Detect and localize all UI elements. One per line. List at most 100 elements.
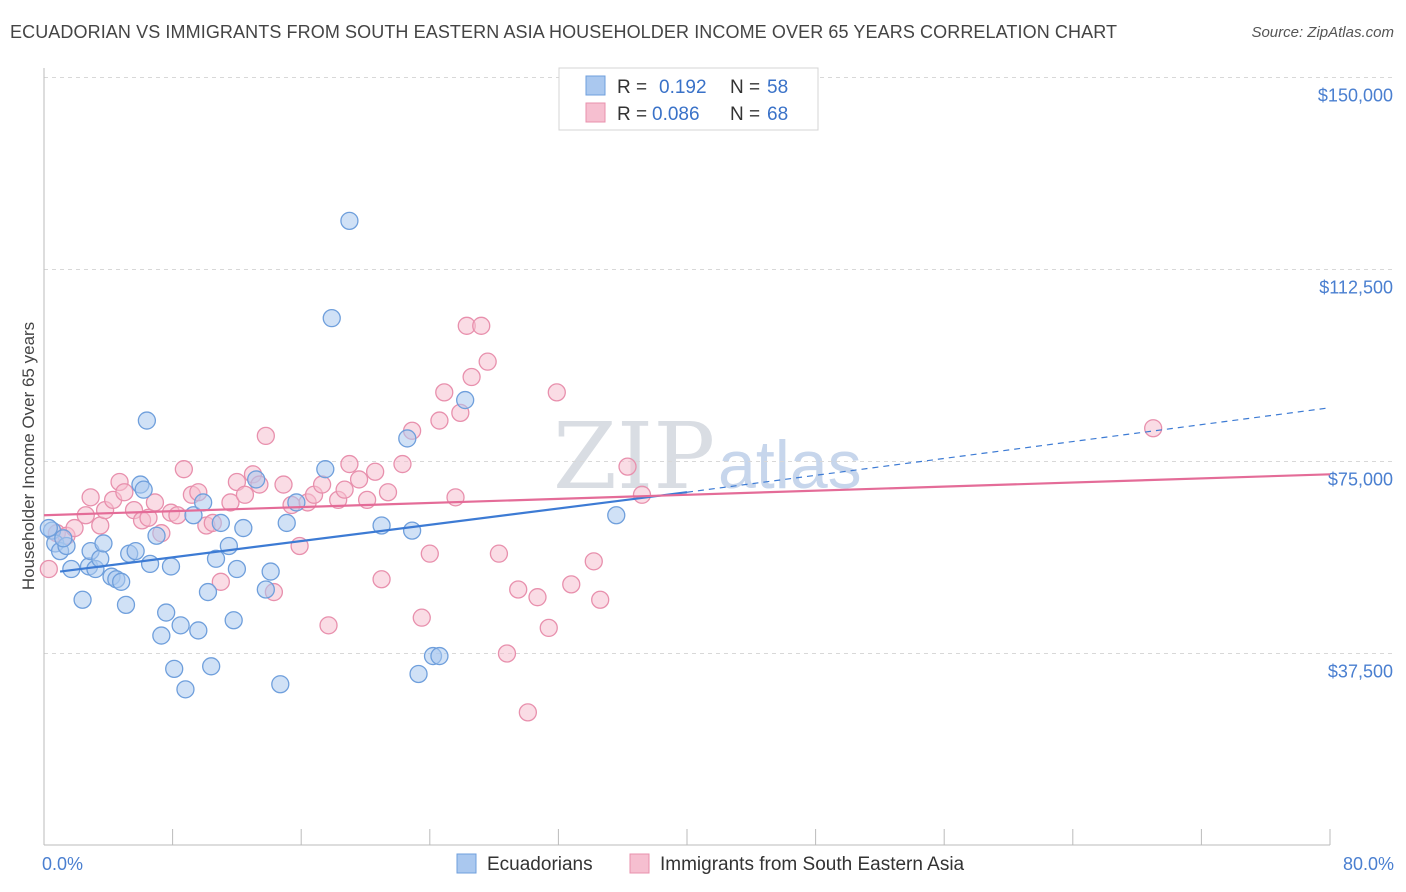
immigrants-point [235,485,255,504]
immigrants-point [168,506,187,525]
ecuadorians-points [39,211,626,699]
x-tick-label-max: 80.0% [1343,854,1394,874]
ecuadorians-point [277,513,296,533]
immigrants-point [412,608,431,627]
immigrants-point [518,703,538,722]
series-legend-label-immigrants: Immigrants from South Eastern Asia [660,854,965,875]
immigrants-point [221,493,240,512]
series-legend: Ecuadorians Immigrants from South Easter… [456,853,965,875]
immigrants-trend-line [43,473,1331,517]
y-tick-label: $112,500 [1319,278,1393,298]
y-axis-tick-labels: $37,500 $75,000 $112,500 $150,000 [1318,86,1393,682]
immigrants-point [632,485,652,504]
immigrants-point [174,460,194,479]
x-axis-ticks [43,829,1331,845]
y-axis-label: Householder Income Over 65 years [19,322,38,590]
ecuadorians-point [206,549,226,568]
ecuadorians-point [140,554,160,574]
y-tick-label: $75,000 [1328,470,1393,490]
ecuadorians-point [165,659,184,679]
immigrants-point [435,383,454,402]
ecuadorians-point [171,616,190,635]
series-legend-label-ecuadorians: Ecuadorians [487,854,593,875]
ecuadorians-point [94,534,113,553]
legend-r-label-1: R = [617,77,647,98]
ecuadorians-point [211,513,230,533]
ecuadorians-point [126,541,145,561]
ecuadorians-point [116,595,136,615]
immigrants-point [39,559,58,579]
ecuadorians-point [456,390,475,410]
legend-swatch-pink [585,102,606,123]
ecuadorians-trend-extension [686,407,1331,493]
legend-r-value-2: 0.086 [652,104,700,125]
immigrants-point [393,454,412,474]
immigrants-point [562,575,581,594]
immigrants-point [115,483,134,502]
legend-swatch-blue [585,75,606,96]
ecuadorians-point [152,626,171,645]
immigrants-point [1144,419,1163,438]
immigrants-point [378,483,398,502]
ecuadorians-point [137,411,157,430]
immigrants-point [211,572,230,591]
ecuadorians-point [198,582,218,602]
ecuadorians-point [322,308,341,328]
ecuadorians-point [189,621,208,640]
ecuadorians-point [409,664,428,684]
trend-lines [43,407,1331,573]
immigrants-point [547,383,566,402]
chart-title: ECUADORIAN VS IMMIGRANTS FROM SOUTH EAST… [10,22,1118,42]
immigrants-point [591,590,610,609]
immigrants-point [372,570,391,589]
ecuadorians-point [271,675,290,694]
series-legend-swatch-immigrants [629,853,650,874]
ecuadorians-point [157,603,176,622]
legend-r-value-1: 0.192 [659,77,707,98]
legend-r-label-2: R = [617,104,647,125]
immigrants-se-asia-points [39,316,1163,722]
ecuadorians-point [398,429,417,448]
ecuadorians-point [134,480,153,499]
ecuadorians-point [112,572,131,591]
ecuadorians-point [247,470,266,489]
series-legend-swatch-ecuadorians [456,853,477,874]
legend-n-value-1: 58 [767,77,788,98]
legend-n-label-1: N = [730,77,760,98]
ecuadorians-point [316,460,335,479]
ecuadorians-point [340,211,359,231]
immigrants-point [139,508,158,527]
immigrants-point [430,411,449,430]
immigrants-point [274,475,293,494]
ecuadorians-point [261,562,280,581]
ecuadorians-point [73,590,92,609]
ecuadorians-point [193,493,213,512]
y-tick-label: $37,500 [1328,662,1393,682]
immigrants-point [584,552,603,571]
immigrants-point [312,475,332,494]
legend-n-label-2: N = [730,104,760,125]
y-tick-label: $150,000 [1318,86,1393,106]
ecuadorians-point [39,518,58,538]
correlation-legend: R = 0.192 N = 58 R = 0.086 N = 68 [558,67,819,131]
immigrants-point [335,480,354,499]
ecuadorians-point [54,529,73,548]
immigrants-point [472,316,491,335]
x-tick-label-min: 0.0% [42,854,83,874]
ecuadorians-point [234,518,253,538]
legend-n-value-2: 68 [767,104,788,125]
immigrants-point [91,516,110,535]
immigrants-point [420,544,439,563]
immigrants-point [81,488,100,507]
immigrants-point [65,518,84,538]
ecuadorians-point [147,526,166,545]
ecuadorians-point [176,680,195,699]
immigrants-point [539,618,558,638]
ecuadorians-point [607,506,626,525]
immigrants-point [319,616,338,635]
immigrants-point [365,462,385,481]
immigrants-point [497,644,517,663]
ecuadorians-point [224,611,243,630]
immigrants-point [478,352,497,371]
